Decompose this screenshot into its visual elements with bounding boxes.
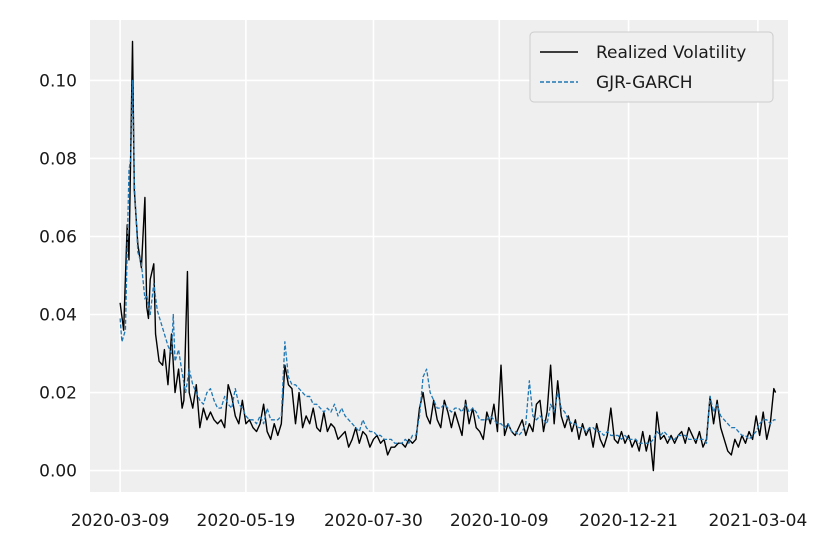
- grid-lines: [90, 20, 788, 492]
- y-tick-label: 0.08: [39, 149, 77, 169]
- legend: Realized Volatility GJR-GARCH: [529, 31, 774, 103]
- x-tick-label: 2020-10-09: [450, 511, 549, 531]
- y-tick-label: 0.00: [39, 462, 77, 482]
- y-tick-label: 0.06: [39, 227, 77, 247]
- x-axis: 2020-03-09 2020-05-19 2020-07-30 2020-10-09…: [71, 511, 808, 531]
- legend-entry: GJR-GARCH: [596, 73, 693, 93]
- y-tick-label: 0.04: [39, 306, 77, 326]
- legend-box: [529, 31, 774, 103]
- series-layer: [119, 40, 777, 472]
- y-tick-label: 0.10: [39, 71, 77, 91]
- y-axis: 0.00 0.02 0.04 0.06 0.08 0.10: [39, 71, 77, 481]
- realized-volatility-line: [119, 40, 777, 472]
- y-tick-label: 0.02: [39, 384, 77, 404]
- x-tick-label: 2021-03-04: [708, 511, 807, 531]
- x-tick-label: 2020-05-19: [197, 511, 296, 531]
- x-tick-label: 2020-12-21: [579, 511, 678, 531]
- gjr-garch-line: [119, 79, 776, 444]
- legend-entry: Realized Volatility: [596, 43, 746, 63]
- x-tick-label: 2020-03-09: [71, 511, 170, 531]
- x-tick-label: 2020-07-30: [324, 511, 423, 531]
